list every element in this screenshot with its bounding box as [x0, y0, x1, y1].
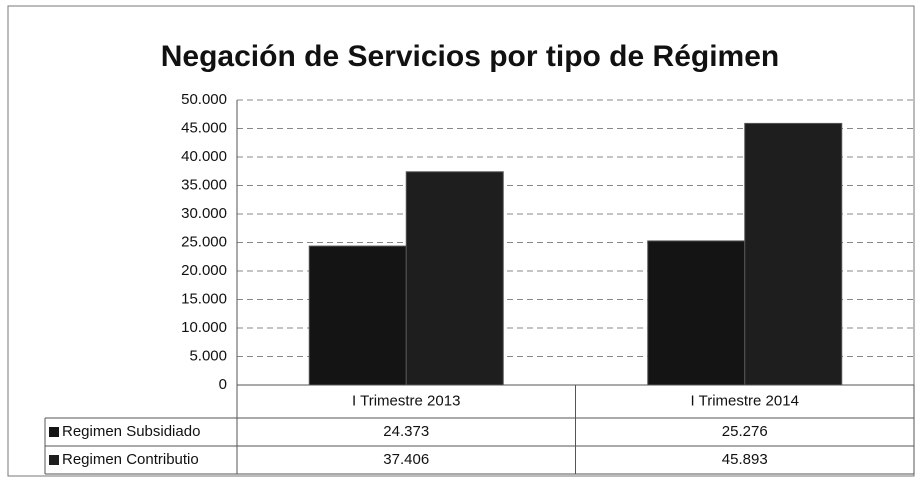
table-value: 37.406	[383, 451, 429, 468]
y-tick-label: 25.000	[181, 233, 227, 250]
y-tick-label: 30.000	[181, 205, 227, 222]
x-tick-label: I Trimestre 2014	[691, 392, 799, 409]
bar	[744, 122, 843, 386]
legend-swatch	[49, 427, 59, 437]
legend-swatch	[49, 455, 59, 465]
y-tick-label: 35.000	[181, 176, 227, 193]
bar	[405, 171, 504, 386]
y-tick-label: 15.000	[181, 290, 227, 307]
legend-label: Regimen Subsidiado	[62, 423, 200, 440]
legend-label: Regimen Contributio	[62, 451, 199, 468]
bar	[647, 240, 746, 386]
table-value: 25.276	[722, 423, 768, 440]
bar	[308, 245, 407, 386]
y-tick-label: 10.000	[181, 319, 227, 336]
y-tick-label: 40.000	[181, 148, 227, 165]
chart-border	[7, 5, 915, 477]
y-tick-label: 0	[219, 376, 227, 393]
table-value: 24.373	[383, 423, 429, 440]
y-tick-label: 20.000	[181, 262, 227, 279]
x-tick-label: I Trimestre 2013	[352, 392, 460, 409]
y-tick-label: 45.000	[181, 119, 227, 136]
table-value: 45.893	[722, 451, 768, 468]
chart-title: Negación de Servicios por tipo de Régime…	[161, 40, 779, 73]
y-tick-label: 50.000	[181, 91, 227, 108]
y-tick-label: 5.000	[189, 347, 227, 364]
